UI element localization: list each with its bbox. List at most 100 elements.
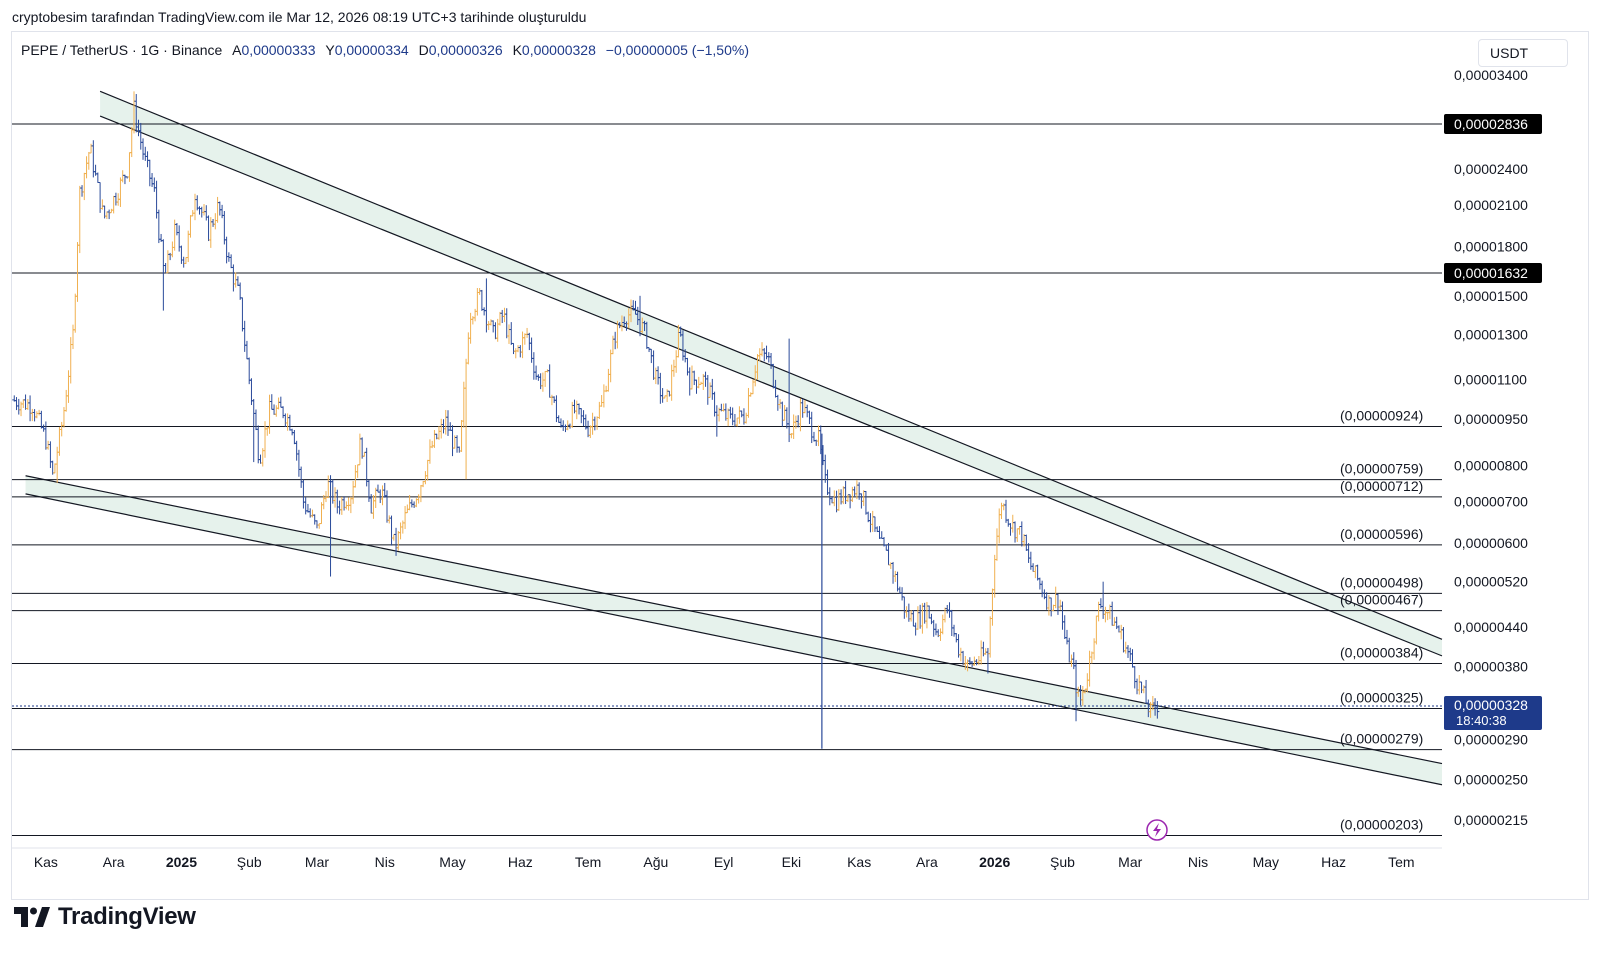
level-000000467: (0,00000467)	[12, 592, 1442, 612]
candle	[46, 440, 51, 450]
level-000000384: (0,00000384)	[12, 644, 1442, 664]
candle	[687, 367, 692, 396]
x-tick-label: Tem	[1388, 854, 1414, 870]
event-marker-icon[interactable]	[1146, 819, 1168, 841]
symbol-name[interactable]: PEPE / TetherUS · 1G · Binance	[21, 42, 223, 58]
candle	[764, 345, 769, 360]
candle	[290, 428, 295, 436]
candle	[915, 606, 920, 630]
candle	[841, 486, 846, 505]
candle	[242, 320, 247, 352]
candle	[929, 613, 934, 625]
candle	[181, 256, 186, 268]
candle	[443, 409, 448, 435]
level-000000596: (0,00000596)	[12, 526, 1442, 546]
candle	[240, 297, 245, 332]
candle	[48, 441, 53, 469]
candle	[1103, 606, 1108, 623]
candle	[265, 427, 270, 436]
candle	[658, 372, 663, 404]
candle	[952, 624, 957, 637]
candle	[534, 365, 539, 380]
candle	[231, 264, 236, 292]
tradingview-logo-text: TradingView	[58, 903, 196, 930]
candle	[299, 466, 304, 488]
candle	[807, 410, 812, 424]
candle	[89, 143, 94, 154]
candle	[281, 406, 286, 419]
candle	[495, 318, 500, 342]
candle	[1155, 701, 1160, 719]
candle	[418, 484, 423, 503]
candle	[446, 410, 451, 436]
current-price-box	[1444, 696, 1542, 731]
candle	[992, 554, 997, 598]
candle	[66, 370, 71, 403]
candle	[893, 570, 898, 583]
y-tick-label: 0,00000950	[1454, 411, 1528, 427]
candle	[531, 352, 536, 380]
candle	[979, 640, 984, 665]
candle	[945, 604, 950, 614]
candle	[1008, 523, 1013, 536]
y-tick-label: 0,00000290	[1454, 731, 1528, 747]
x-tick-label: Eyl	[714, 854, 733, 870]
open-label: A	[232, 42, 242, 58]
y-tick-label: 0,00001300	[1454, 326, 1528, 342]
channel-descending-support	[25, 475, 1443, 786]
candle	[1105, 611, 1110, 621]
candle	[1087, 650, 1092, 687]
candle	[455, 435, 460, 453]
level-label: (0,00000596)	[1340, 526, 1423, 542]
candle	[256, 425, 261, 464]
candle	[1135, 678, 1140, 695]
candle	[57, 426, 62, 456]
candle	[129, 126, 134, 158]
candle	[346, 497, 351, 511]
candle	[552, 396, 557, 403]
candle	[1101, 581, 1106, 619]
candle	[319, 502, 324, 525]
candle	[525, 327, 530, 338]
channel-fill	[100, 91, 1443, 656]
candle	[949, 609, 954, 637]
candle	[563, 424, 568, 433]
candle	[215, 196, 220, 223]
x-tick-label: Nis	[375, 854, 395, 870]
candle	[1085, 673, 1090, 693]
candle	[511, 342, 516, 355]
candle	[845, 494, 850, 503]
candle	[52, 463, 57, 474]
candle	[983, 648, 988, 655]
candle	[766, 352, 771, 363]
candle	[32, 409, 37, 422]
candle	[651, 350, 656, 380]
candle	[292, 429, 297, 445]
tradingview-logo[interactable]: TradingView	[14, 900, 196, 934]
y-tick-label: 0,00001100	[1454, 372, 1527, 388]
level-axis-box	[1444, 263, 1542, 284]
candle	[1094, 615, 1099, 645]
candle	[113, 192, 118, 206]
candle	[179, 245, 184, 264]
x-tick-label: Mar	[1118, 854, 1142, 870]
x-tick-label: Kas	[34, 854, 58, 870]
candle	[423, 471, 428, 485]
candle	[16, 398, 21, 415]
candle	[436, 426, 441, 440]
candle	[956, 634, 961, 658]
candle	[269, 394, 274, 410]
candle	[778, 399, 783, 409]
candle	[450, 425, 455, 457]
candle	[127, 152, 132, 182]
channel-lower-line	[25, 493, 1443, 786]
currency-button[interactable]: USDT	[1478, 39, 1568, 67]
candle	[834, 490, 839, 513]
candle	[25, 398, 30, 410]
candle	[922, 602, 927, 624]
x-tick-label: Ara	[103, 854, 125, 870]
candle	[506, 324, 511, 344]
candle	[303, 497, 308, 515]
candle	[811, 431, 816, 442]
